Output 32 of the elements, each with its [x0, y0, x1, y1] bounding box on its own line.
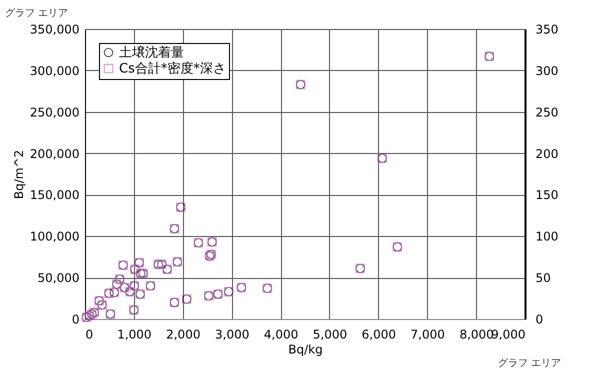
- x-tick-label: 1,000: [117, 328, 152, 342]
- y-axis-title: Bq/m^2: [12, 150, 26, 200]
- x-tick-label: 9,000: [491, 328, 526, 342]
- y-tick-label: 150,000: [30, 188, 80, 202]
- y2-tick-label: 0: [536, 312, 544, 326]
- legend-label: Cs合計*密度*深さ: [119, 60, 226, 76]
- y2-tick-label: 250: [536, 105, 558, 120]
- y-tick-label: 250,000: [30, 105, 80, 120]
- y2-tick-label: 350: [536, 22, 558, 36]
- x-tick-label: 5,000: [312, 328, 348, 342]
- y2-tick-label: 150: [536, 188, 558, 202]
- y-tick-label: 50,000: [38, 271, 80, 286]
- text: グラフ エリア: [5, 8, 68, 19]
- y-tick-label: 300,000: [30, 64, 80, 78]
- y-tick-label: 350,000: [30, 22, 80, 36]
- x-axis-title: Bq/kg: [288, 342, 323, 356]
- x-tick-label: 7,000: [410, 328, 445, 342]
- y2-tick-label: 50: [536, 271, 551, 286]
- y-tick-label: 100,000: [30, 230, 80, 244]
- x-tick-label: 6,000: [362, 328, 396, 342]
- x-tick-label: 2,000: [166, 328, 200, 342]
- x-tick-label: 3,000: [214, 328, 250, 342]
- y2-tick-label: 200: [536, 146, 558, 161]
- x-tick-label: 4,000: [264, 328, 298, 342]
- legend-label: 土壌沈着量: [119, 44, 184, 60]
- y-tick-label: 0: [72, 312, 80, 326]
- x-tick-label: 0: [86, 328, 94, 342]
- y2-tick-label: 300: [536, 64, 558, 78]
- y2-tick-label: 100: [536, 230, 558, 244]
- text: グラフ エリア: [498, 358, 561, 369]
- y-tick-label: 200,000: [30, 146, 80, 161]
- x-tick-label: 8,000: [459, 328, 494, 342]
